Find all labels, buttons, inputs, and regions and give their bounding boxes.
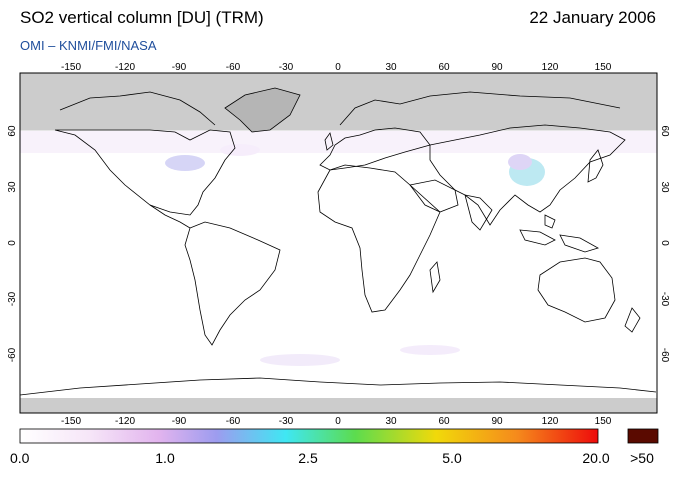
lat-tick-left: -60 — [7, 347, 18, 362]
colorbar-overflow-swatch — [627, 428, 659, 444]
colorbar-overflow-label: >50 — [630, 450, 654, 466]
map-title: SO2 vertical column [DU] (TRM) — [20, 8, 264, 27]
colorbar — [19, 428, 599, 444]
lon-tick-top: 90 — [491, 62, 503, 73]
lat-ticks-left: 60 30 0 -30 -60 — [7, 125, 18, 362]
lon-tick-top: 30 — [385, 62, 397, 73]
lat-tick-left: -30 — [7, 291, 18, 306]
lon-tick-bottom: 0 — [335, 416, 341, 427]
lat-tick-right: 30 — [659, 181, 670, 193]
colorbar-label: 0.0 — [10, 450, 30, 466]
lon-tick-bottom: 30 — [385, 416, 397, 427]
south-nodata-region — [20, 398, 657, 413]
lon-tick-top: 150 — [595, 62, 612, 73]
lat-tick-right: -30 — [659, 292, 670, 307]
lat-tick-left: 60 — [7, 125, 18, 137]
lon-ticks-top: -150 -120 -90 -60 -30 0 30 60 90 120 150 — [61, 62, 612, 73]
lon-tick-bottom: 60 — [438, 416, 450, 427]
lon-tick-top: -60 — [226, 62, 241, 73]
lon-tick-top: -30 — [279, 62, 294, 73]
north-nodata-region — [20, 73, 657, 131]
lon-tick-top: 60 — [438, 62, 450, 73]
lat-tick-left: 30 — [7, 181, 18, 193]
lon-tick-bottom: -60 — [226, 416, 241, 427]
data-credit: OMI – KNMI/FMI/NASA — [20, 38, 157, 53]
so2-signal-layer — [20, 131, 657, 366]
lat-tick-left: 0 — [7, 240, 18, 246]
lat-tick-right: 0 — [659, 240, 670, 246]
map-date: 22 January 2006 — [529, 8, 656, 27]
lon-tick-bottom: 120 — [542, 416, 559, 427]
lon-tick-bottom: -30 — [279, 416, 294, 427]
colorbar-labels: 0.0 1.0 2.5 5.0 20.0 >50 — [10, 450, 654, 466]
lon-tick-top: -150 — [61, 62, 81, 73]
colorbar-label: 2.5 — [298, 450, 318, 466]
lon-tick-top: -90 — [172, 62, 187, 73]
colorbar-label: 1.0 — [155, 450, 175, 466]
colorbar-label: 20.0 — [582, 450, 609, 466]
lon-tick-bottom: 90 — [491, 416, 503, 427]
lon-tick-top: -120 — [115, 62, 135, 73]
lon-tick-top: 120 — [542, 62, 559, 73]
lon-tick-bottom: -90 — [172, 416, 187, 427]
lat-ticks-right: 60 30 0 -30 -60 — [659, 125, 670, 362]
lon-tick-bottom: -120 — [115, 416, 135, 427]
lon-tick-bottom: -150 — [61, 416, 81, 427]
colorbar-label: 5.0 — [442, 450, 462, 466]
lon-tick-bottom: 150 — [595, 416, 612, 427]
lat-tick-right: -60 — [659, 348, 670, 363]
coastlines — [19, 87, 657, 396]
lon-tick-top: 0 — [335, 62, 341, 73]
lat-tick-right: 60 — [659, 125, 670, 137]
lon-ticks-bottom: -150 -120 -90 -60 -30 0 30 60 90 120 150 — [61, 416, 612, 427]
